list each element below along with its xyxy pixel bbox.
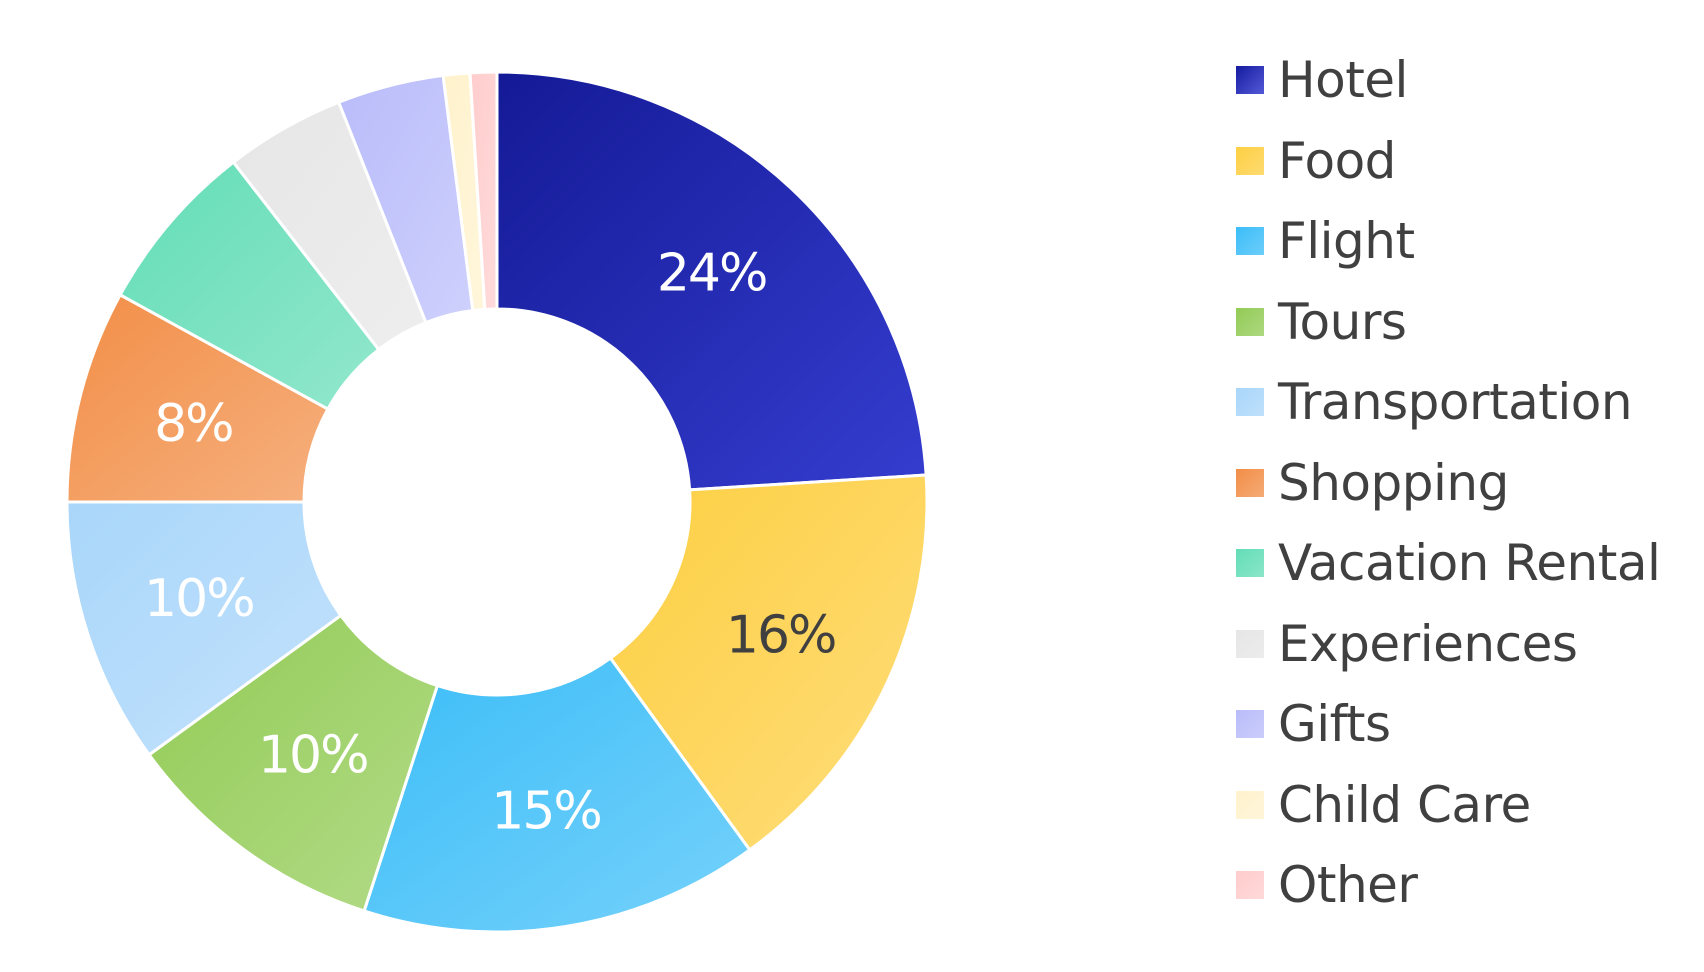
- legend-swatch-child-care: [1236, 790, 1264, 819]
- data-labels-group: 24% 16% 15% 10% 10% 8%: [144, 243, 837, 842]
- legend-label-transportation: Transportation: [1278, 373, 1633, 432]
- slice-flight: [362, 656, 752, 934]
- legend: Hotel Food Flight Tours Transportation Shoppi…: [1236, 40, 1696, 926]
- legend-label-vacation-rental: Vacation Rental: [1278, 534, 1661, 593]
- legend-label-experiences: Experiences: [1278, 614, 1578, 673]
- legend-item-flight: Flight: [1236, 201, 1696, 282]
- slice-transportation: [65, 500, 343, 757]
- data-label-food: 16%: [726, 605, 836, 665]
- legend-swatch-hotel: [1236, 66, 1264, 95]
- legend-swatch-gifts: [1236, 710, 1264, 739]
- legend-item-tours: Tours: [1236, 282, 1696, 363]
- legend-swatch-tours: [1236, 307, 1264, 336]
- data-label-flight: 15%: [491, 782, 601, 842]
- legend-item-vacation-rental: Vacation Rental: [1236, 523, 1696, 604]
- slice-tours: [147, 613, 440, 913]
- legend-label-flight: Flight: [1278, 212, 1415, 271]
- data-label-transportation: 10%: [144, 569, 254, 629]
- legend-item-transportation: Transportation: [1236, 362, 1696, 443]
- slice-other: [468, 70, 499, 311]
- legend-label-food: Food: [1278, 131, 1396, 190]
- legend-label-child-care: Child Care: [1278, 775, 1531, 834]
- legend-item-hotel: Hotel: [1236, 40, 1696, 121]
- legend-label-hotel: Hotel: [1278, 51, 1408, 110]
- legend-swatch-shopping: [1236, 468, 1264, 497]
- legend-swatch-food: [1236, 146, 1264, 175]
- legend-item-other: Other: [1236, 845, 1696, 926]
- donut-plot: 24% 16% 15% 10% 10% 8%: [65, 70, 929, 934]
- legend-swatch-vacation-rental: [1236, 549, 1264, 578]
- slices-group: [65, 70, 929, 934]
- data-label-hotel: 24%: [657, 243, 767, 303]
- legend-swatch-transportation: [1236, 388, 1264, 417]
- legend-label-gifts: Gifts: [1278, 695, 1391, 754]
- legend-item-shopping: Shopping: [1236, 443, 1696, 524]
- legend-item-gifts: Gifts: [1236, 684, 1696, 765]
- legend-label-shopping: Shopping: [1278, 453, 1509, 512]
- slice-food: [608, 473, 929, 852]
- legend-label-other: Other: [1278, 856, 1418, 915]
- legend-label-tours: Tours: [1278, 292, 1407, 351]
- legend-swatch-flight: [1236, 227, 1264, 256]
- slice-hotel: [495, 70, 928, 492]
- data-label-shopping: 8%: [154, 394, 233, 454]
- data-label-tours: 10%: [258, 726, 368, 786]
- legend-swatch-other: [1236, 871, 1264, 900]
- legend-item-food: Food: [1236, 121, 1696, 202]
- legend-swatch-experiences: [1236, 629, 1264, 658]
- legend-item-child-care: Child Care: [1236, 765, 1696, 846]
- legend-item-experiences: Experiences: [1236, 604, 1696, 685]
